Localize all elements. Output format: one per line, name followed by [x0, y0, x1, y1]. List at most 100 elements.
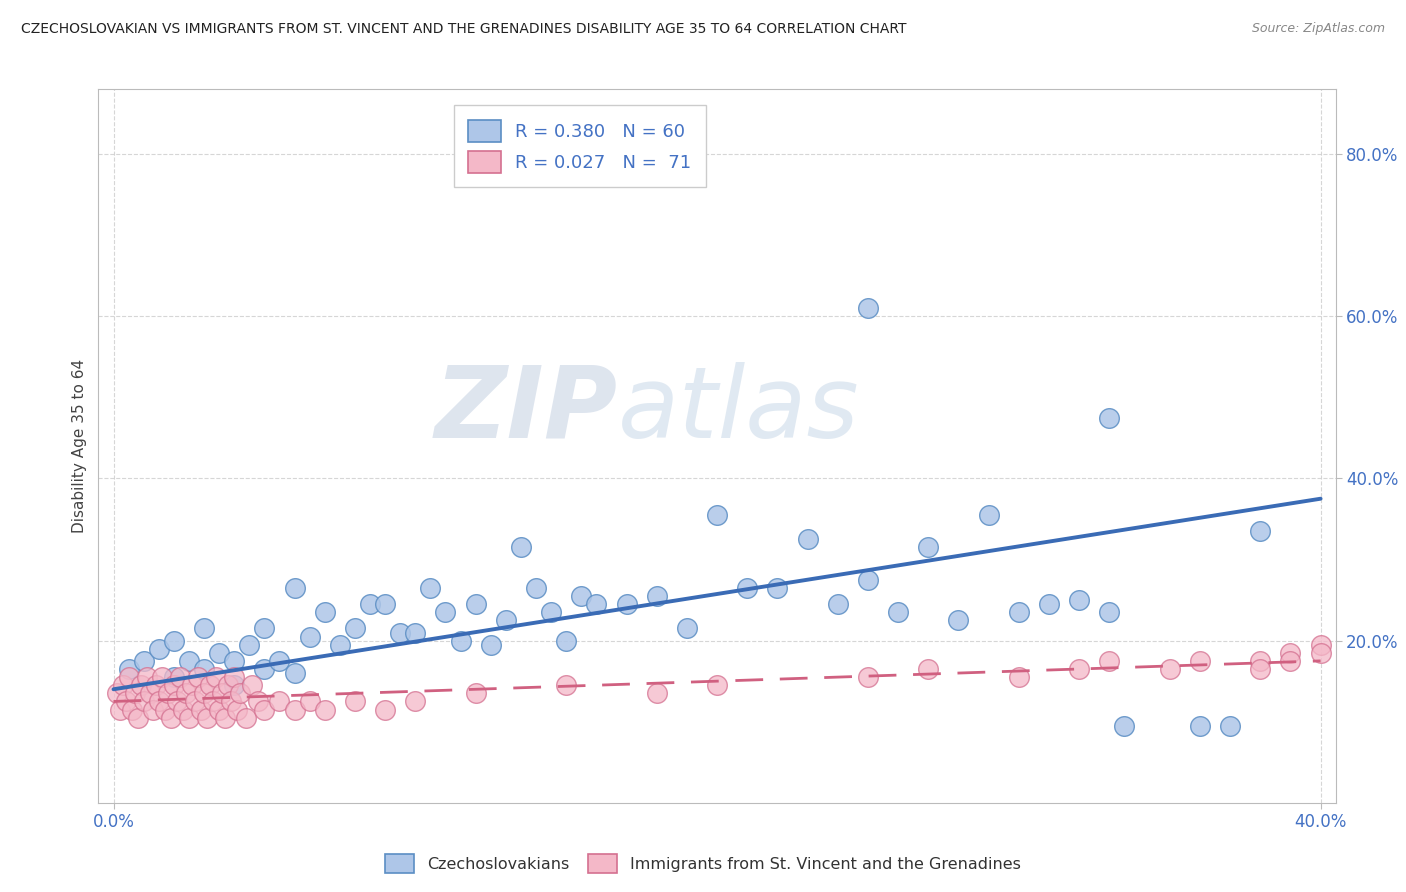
Point	[917, 662, 939, 676]
Point	[163, 670, 186, 684]
Point	[269, 694, 291, 708]
Point	[1069, 662, 1091, 676]
Point	[111, 678, 134, 692]
Point	[177, 711, 200, 725]
Point	[129, 678, 152, 692]
Point	[163, 633, 186, 648]
Point	[1249, 524, 1271, 538]
Point	[121, 702, 143, 716]
Point	[585, 597, 607, 611]
Point	[253, 702, 276, 716]
Point	[329, 638, 352, 652]
Point	[1098, 605, 1121, 619]
Y-axis label: Disability Age 35 to 64: Disability Age 35 to 64	[72, 359, 87, 533]
Point	[524, 581, 547, 595]
Point	[948, 613, 970, 627]
Legend: R = 0.380   N = 60, R = 0.027   N =  71: R = 0.380 N = 60, R = 0.027 N = 71	[454, 105, 706, 187]
Text: ZIP: ZIP	[434, 362, 619, 458]
Point	[226, 702, 249, 716]
Point	[253, 622, 276, 636]
Point	[359, 597, 381, 611]
Point	[645, 589, 668, 603]
Point	[208, 702, 231, 716]
Point	[235, 711, 257, 725]
Point	[977, 508, 1000, 522]
Point	[1098, 654, 1121, 668]
Point	[374, 597, 396, 611]
Point	[1249, 654, 1271, 668]
Point	[190, 702, 212, 716]
Point	[238, 638, 260, 652]
Point	[827, 597, 849, 611]
Point	[1008, 670, 1031, 684]
Point	[374, 702, 396, 716]
Legend: Czechoslovakians, Immigrants from St. Vincent and the Grenadines: Czechoslovakians, Immigrants from St. Vi…	[380, 847, 1026, 880]
Point	[193, 662, 215, 676]
Point	[389, 625, 412, 640]
Point	[479, 638, 502, 652]
Point	[202, 694, 225, 708]
Point	[224, 670, 246, 684]
Point	[495, 613, 517, 627]
Point	[887, 605, 910, 619]
Point	[184, 694, 207, 708]
Point	[464, 597, 486, 611]
Point	[298, 694, 321, 708]
Point	[917, 541, 939, 555]
Point	[555, 678, 578, 692]
Point	[1114, 719, 1136, 733]
Point	[314, 702, 336, 716]
Point	[284, 666, 307, 681]
Text: Source: ZipAtlas.com: Source: ZipAtlas.com	[1251, 22, 1385, 36]
Point	[172, 702, 194, 716]
Point	[205, 670, 228, 684]
Point	[1219, 719, 1241, 733]
Point	[464, 686, 486, 700]
Point	[247, 694, 270, 708]
Point	[114, 694, 136, 708]
Point	[509, 541, 531, 555]
Point	[1008, 605, 1031, 619]
Point	[1038, 597, 1060, 611]
Point	[450, 633, 472, 648]
Point	[1249, 662, 1271, 676]
Point	[796, 533, 818, 547]
Point	[298, 630, 321, 644]
Point	[117, 662, 139, 676]
Point	[174, 686, 197, 700]
Point	[284, 581, 307, 595]
Point	[343, 694, 366, 708]
Point	[434, 605, 457, 619]
Point	[706, 678, 728, 692]
Point	[105, 686, 128, 700]
Point	[217, 678, 239, 692]
Point	[224, 678, 246, 692]
Point	[108, 702, 131, 716]
Point	[1188, 719, 1211, 733]
Point	[219, 694, 242, 708]
Point	[253, 662, 276, 676]
Point	[240, 678, 263, 692]
Point	[269, 654, 291, 668]
Point	[148, 641, 170, 656]
Point	[211, 686, 233, 700]
Point	[156, 686, 179, 700]
Point	[117, 670, 139, 684]
Point	[198, 678, 221, 692]
Point	[343, 622, 366, 636]
Point	[766, 581, 789, 595]
Point	[153, 702, 176, 716]
Point	[735, 581, 758, 595]
Point	[314, 605, 336, 619]
Point	[540, 605, 562, 619]
Point	[145, 678, 167, 692]
Point	[706, 508, 728, 522]
Point	[555, 633, 578, 648]
Point	[166, 694, 188, 708]
Point	[132, 694, 155, 708]
Point	[856, 670, 879, 684]
Point	[142, 702, 165, 716]
Point	[148, 694, 170, 708]
Point	[132, 654, 155, 668]
Text: CZECHOSLOVAKIAN VS IMMIGRANTS FROM ST. VINCENT AND THE GRENADINES DISABILITY AGE: CZECHOSLOVAKIAN VS IMMIGRANTS FROM ST. V…	[21, 22, 907, 37]
